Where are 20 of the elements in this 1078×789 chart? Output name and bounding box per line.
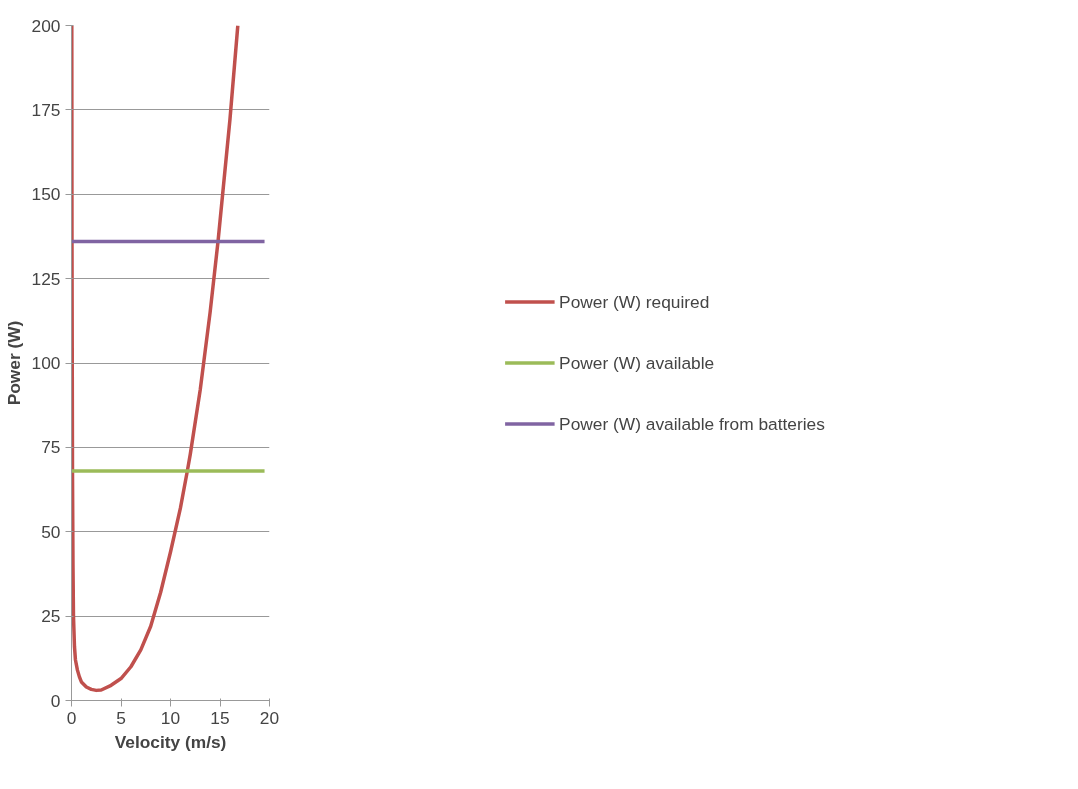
legend-label: Power (W) available xyxy=(559,352,715,373)
y-tick-label: 50 xyxy=(41,521,61,542)
y-tick-label: 100 xyxy=(31,353,61,373)
y-tick-label: 75 xyxy=(41,437,61,458)
line-series xyxy=(71,25,240,693)
y-tick-label: 200 xyxy=(31,15,61,36)
legend-label: Power (W) required xyxy=(559,291,710,312)
y-tick-label: 0 xyxy=(50,690,61,711)
x-tick-label: 0 xyxy=(66,707,77,728)
x-axis-title: Velocity (m/s) xyxy=(114,731,227,752)
legend-label: Power (W) available from batteries xyxy=(559,413,825,434)
x-tick-label: 5 xyxy=(116,707,126,728)
y-tick-label: 125 xyxy=(31,268,61,289)
y-tick-label: 175 xyxy=(31,99,61,120)
x-tick-label: 15 xyxy=(210,707,230,728)
y-tick-label: 25 xyxy=(41,606,61,627)
x-tick-label: 10 xyxy=(160,707,181,728)
x-tick-label: 20 xyxy=(259,707,280,728)
y-tick-label: 150 xyxy=(31,184,61,205)
y-axis-title: Power (W) xyxy=(3,320,24,406)
